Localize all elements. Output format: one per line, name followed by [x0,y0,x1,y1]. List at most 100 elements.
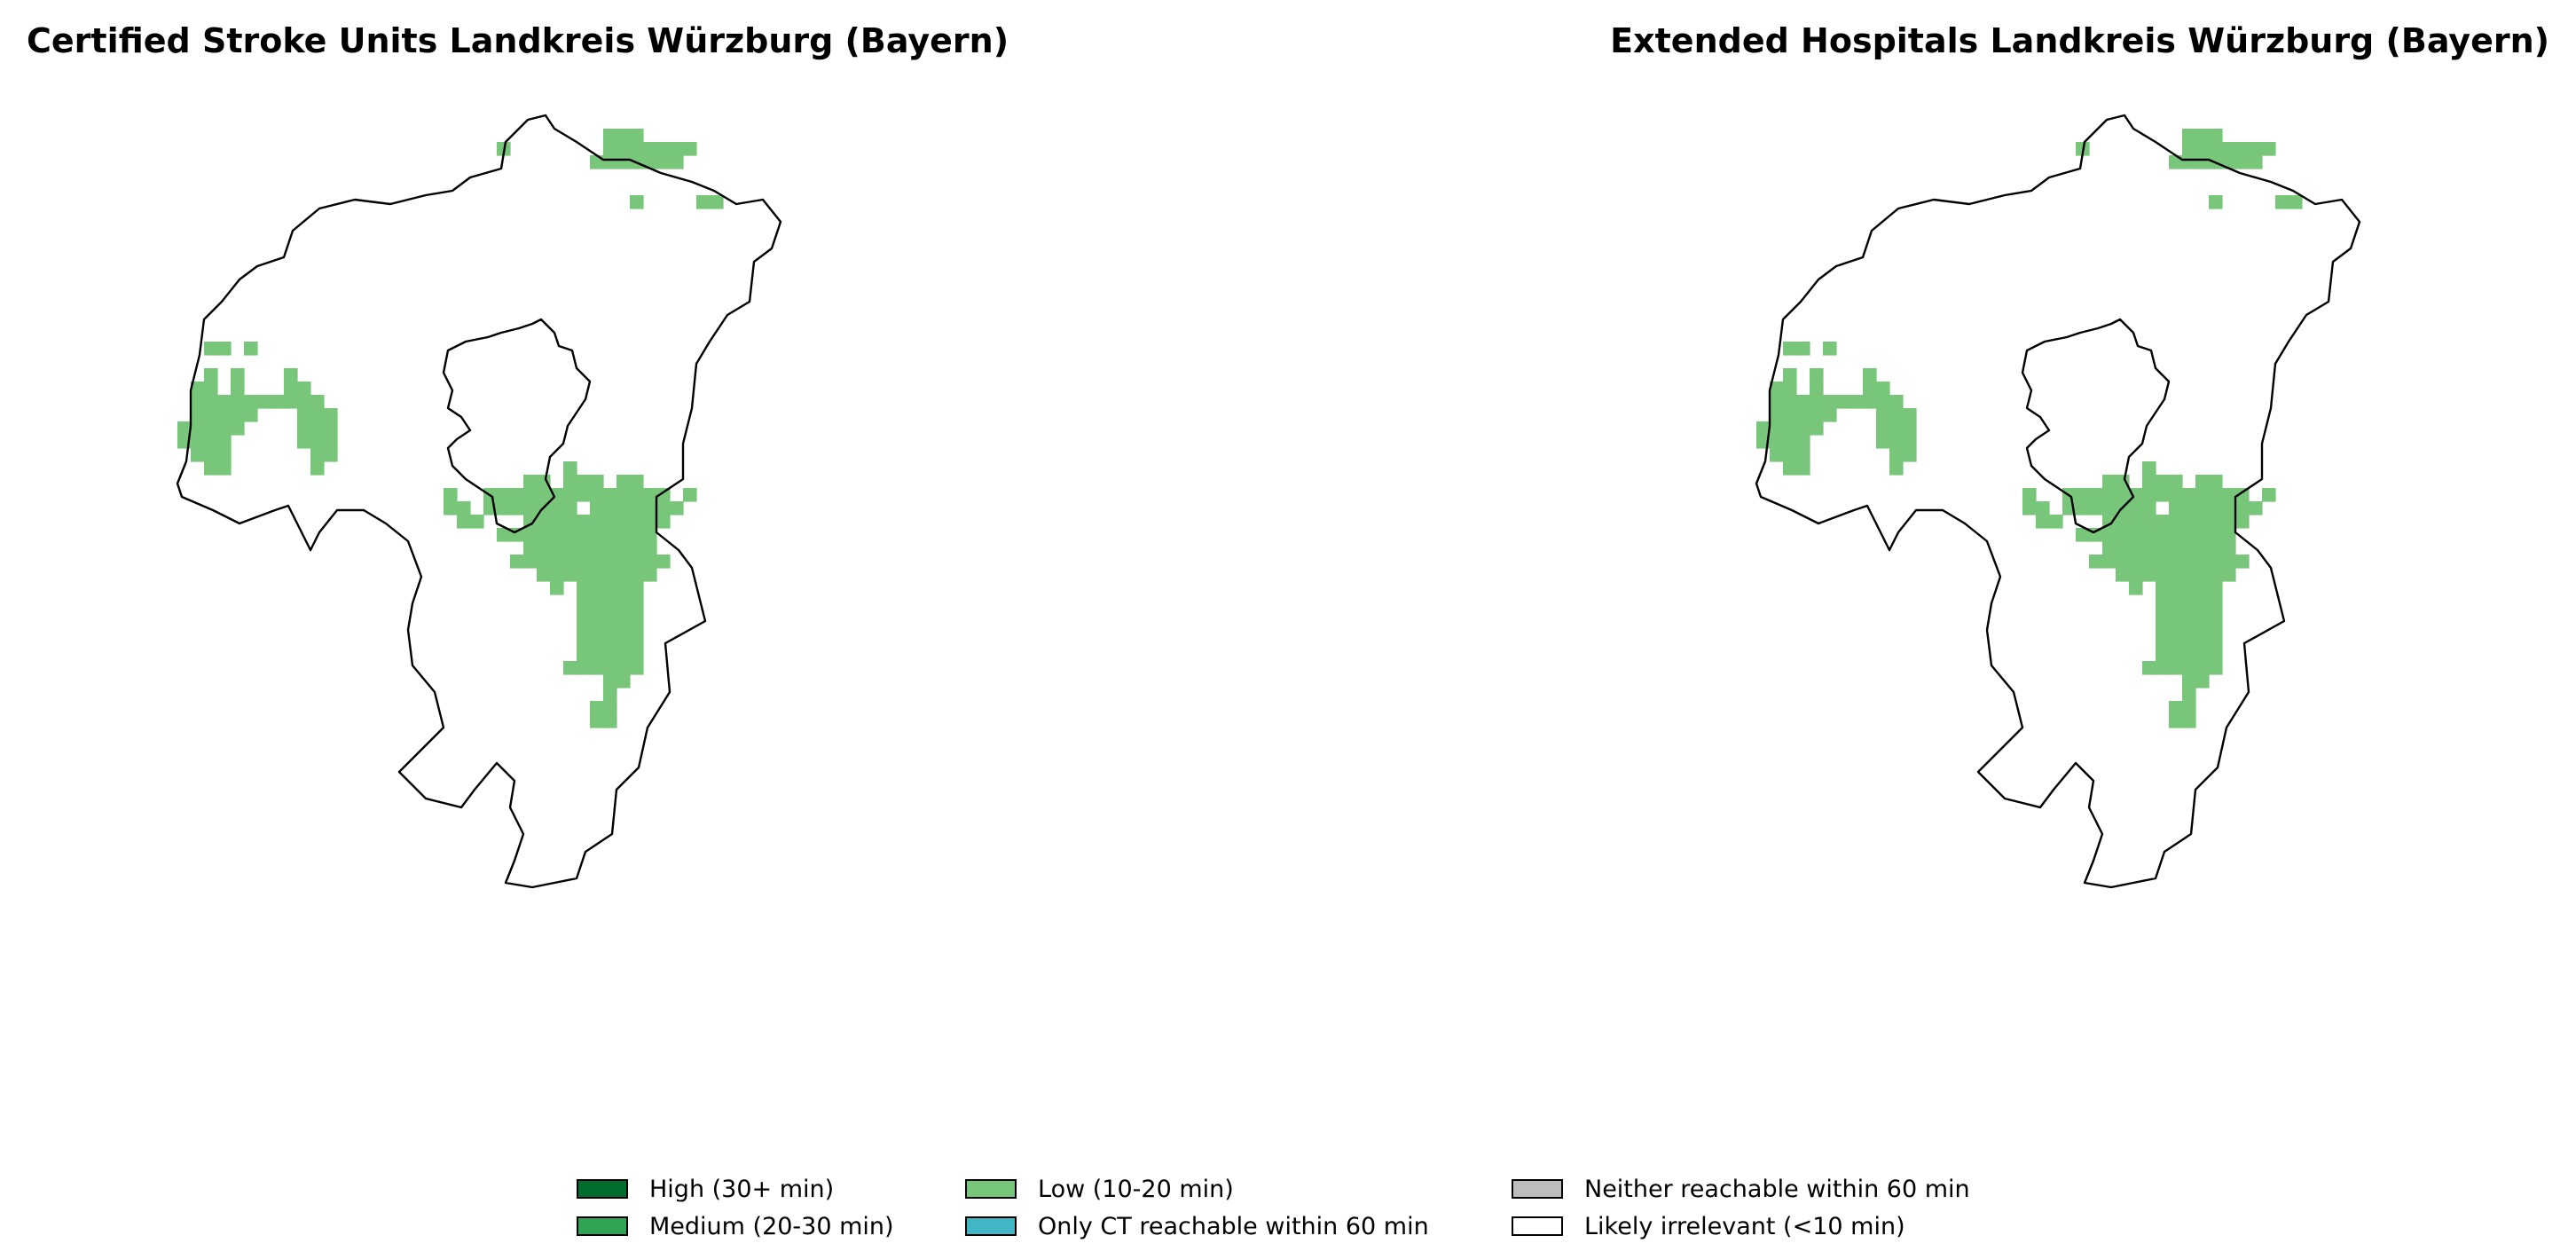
reachability-cell [310,421,325,436]
reachability-cell [603,688,617,702]
reachability-cell [2209,621,2223,635]
reachability-cell [603,555,617,569]
reachability-cell [1770,448,1784,462]
reachability-cell [550,501,564,515]
reachability-cell [2195,581,2210,595]
reachability-cell [577,594,591,609]
reachability-cell [630,568,644,582]
reachability-cell [603,155,617,169]
reachability-cell [2156,475,2170,489]
reachability-cell [204,435,218,449]
reachability-cell [2182,688,2196,702]
reachability-cell [2222,568,2236,582]
reachability-cell [2209,608,2223,622]
reachability-cell [1863,395,1877,409]
reachability-cell [1876,421,1890,436]
reachability-cell [617,501,631,515]
reachability-cell [2222,488,2236,502]
reachability-cell [444,501,458,515]
reachability-cell [284,395,298,409]
reachability-cell [297,421,311,436]
reachability-cell [1783,461,1797,476]
reachability-cell [204,408,218,422]
reachability-cell [2195,475,2210,489]
reachability-cell [630,661,644,675]
reachability-cell [1889,421,1904,436]
reachability-cell [577,528,591,542]
reachability-cell [2156,634,2170,649]
reachability-cell [2142,555,2156,569]
reachability-cell [563,488,577,502]
reachability-cell [244,395,258,409]
reachability-cell [2209,142,2223,156]
reachability-cell [2129,515,2143,529]
reachability-cell [2156,568,2170,582]
reachability-cell [630,488,644,502]
reachability-cell [1889,408,1904,422]
reachability-cell [2169,515,2183,529]
reachability-cell [191,448,205,462]
reachability-cell [590,714,604,728]
reachability-cell [284,368,298,382]
reachability-cell [1810,421,1824,436]
reachability-cell [1796,395,1810,409]
reachability-cell [1889,448,1904,462]
reachability-cell [2275,195,2289,209]
reachability-cell [563,555,577,569]
reachability-cell [603,501,617,515]
reachability-cell [310,408,325,422]
reachability-cell [2222,528,2236,542]
reachability-cell [204,421,218,436]
reachability-cell [710,195,724,209]
reachability-cell [563,475,577,489]
legend-swatch-medium [577,1216,628,1236]
reachability-cell [1823,395,1837,409]
legend-swatch-high [577,1179,628,1199]
reachability-cell [2249,142,2263,156]
reachability-cell [2102,555,2117,569]
reachability-cell [523,528,538,542]
reachability-cell [643,555,657,569]
reachability-cell [550,568,564,582]
reachability-cell [617,568,631,582]
reachability-cell [577,648,591,662]
reachability-cell [603,701,617,715]
legend-label-neither: Neither reachable within 60 min [1584,1175,1970,1203]
reachability-cell [2195,608,2210,622]
reachability-cell [2169,528,2183,542]
reachability-cell [577,515,591,529]
reachability-cell [271,395,285,409]
reachability-cell [537,528,551,542]
reachability-cell [1770,382,1784,396]
reachability-cell [537,541,551,555]
reachability-cell [523,475,538,489]
reachability-cell [550,528,564,542]
reachability-cell [2182,581,2196,595]
reachability-cell [310,448,325,462]
reachability-cell [590,581,604,595]
reachability-cell [2222,155,2236,169]
legend-label-high: High (30+ min) [649,1175,835,1203]
reachability-cell [590,555,604,569]
district-boundary [1755,114,2361,889]
reachability-cell [497,488,511,502]
reachability-cells [177,129,724,728]
reachability-cell [1796,408,1810,422]
reachability-cell [2209,648,2223,662]
reachability-cell [630,541,644,555]
reachability-cell [2169,155,2183,169]
reachability-cell [457,515,471,529]
reachability-cell [590,648,604,662]
reachability-cell [590,634,604,649]
reachability-cell [1903,408,1917,422]
reachability-cell [577,608,591,622]
reachability-cell [217,408,232,422]
reachability-cell [1796,435,1810,449]
reachability-cell [2195,648,2210,662]
reachability-cell [617,515,631,529]
reachability-cell [2222,555,2236,569]
reachability-cell [2156,661,2170,675]
reachability-cell [2116,515,2130,529]
reachability-cell [563,501,577,515]
legend-swatch-neither [1512,1179,1563,1199]
